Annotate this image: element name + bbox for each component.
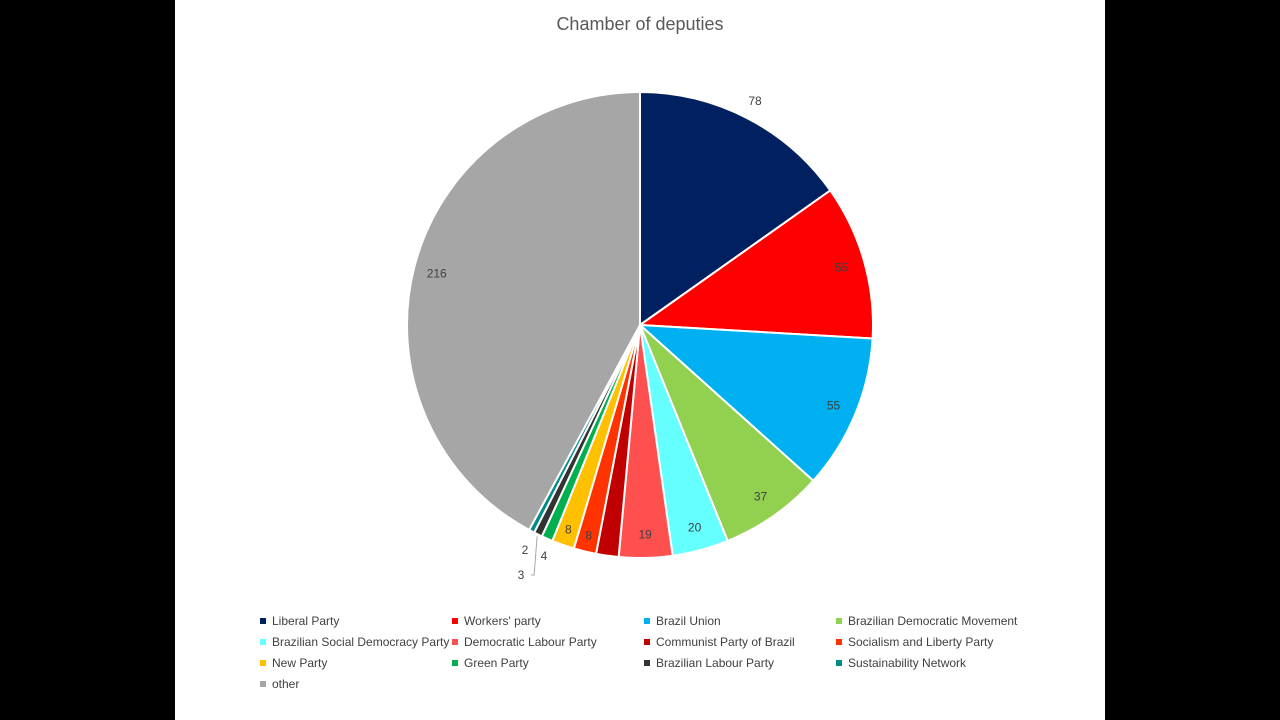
data-label-brazilian-democratic-movement: 37 (754, 490, 768, 504)
data-label-other: 216 (427, 267, 447, 281)
legend-label: Workers' party (464, 614, 541, 628)
legend-label: Socialism and Liberty Party (848, 635, 994, 649)
chart-legend: Liberal Party Workers' party Brazil Union B… (260, 614, 1060, 691)
legend-item-brazilian-labour-party: Brazilian Labour Party (644, 656, 836, 670)
legend-item-workers-party: Workers' party (452, 614, 644, 628)
legend-swatch (260, 681, 266, 687)
legend-label: New Party (272, 656, 328, 670)
data-label-liberal-party: 78 (748, 94, 762, 108)
legend-item-democratic-labour-party: Democratic Labour Party (452, 635, 644, 649)
pie-slice-other (406, 90, 641, 532)
legend-item-sustainability-network: Sustainability Network (836, 656, 1046, 670)
legend-item-new-party: New Party (260, 656, 452, 670)
data-label-democratic-labour-party: 19 (638, 528, 652, 542)
data-label-green-party: 4 (541, 549, 548, 563)
data-label-socialism-and-liberty-party: 8 (585, 529, 592, 543)
pie-slice-brazilian-democratic-movement (639, 324, 815, 543)
data-label-workers-party: 55 (835, 260, 849, 274)
legend-item-green-party: Green Party (452, 656, 644, 670)
legend-label: Liberal Party (272, 614, 340, 628)
leader-line-brazilian-labour-party (531, 536, 538, 576)
slide: Chamber of deputies 78 55 55 37 20 19 8 8 8 4 3 2 21… (175, 0, 1105, 720)
legend-swatch (836, 639, 842, 645)
legend-swatch (260, 618, 266, 624)
legend-label: Brazilian Democratic Movement (848, 614, 1018, 628)
legend-label: Communist Party of Brazil (656, 635, 795, 649)
legend-item-communist-party-of-brazil: Communist Party of Brazil (644, 635, 836, 649)
pie-slice-brazil-union (637, 323, 874, 483)
legend-label: Brazilian Social Democracy Party (272, 635, 450, 649)
data-label-sustainability-network: 2 (522, 543, 529, 557)
legend-swatch (452, 660, 458, 666)
pie-slice-workers-party (637, 189, 874, 340)
legend-swatch (836, 618, 842, 624)
chart-title: Chamber of deputies (556, 14, 724, 34)
legend-swatch (260, 639, 266, 645)
data-label-brazil-union: 55 (827, 399, 841, 413)
legend-item-brazilian-democratic-movement: Brazilian Democratic Movement (836, 614, 1046, 628)
legend-label: Green Party (464, 656, 529, 670)
legend-swatch (452, 618, 458, 624)
legend-label: Brazilian Labour Party (656, 656, 775, 670)
legend-item-liberal-party: Liberal Party (260, 614, 452, 628)
legend-swatch (644, 639, 650, 645)
legend-label: other (272, 677, 300, 691)
pie-slice-liberal-party (639, 90, 832, 327)
legend-item-other: other (260, 677, 452, 691)
legend-swatch (452, 639, 458, 645)
legend-swatch (644, 660, 650, 666)
data-label-brazilian-social-democracy-party: 20 (688, 520, 702, 534)
legend-label: Sustainability Network (848, 656, 967, 670)
legend-item-brazil-union: Brazil Union (644, 614, 836, 628)
legend-label: Brazil Union (656, 614, 721, 628)
legend-swatch (836, 660, 842, 666)
data-label-communist-party-of-brazil: 8 (606, 533, 613, 547)
data-label-new-party: 8 (565, 523, 572, 537)
legend-item-brazilian-social-democracy-party: Brazilian Social Democracy Party (260, 635, 452, 649)
data-label-brazilian-labour-party: 3 (518, 568, 525, 582)
legend-label: Democratic Labour Party (464, 635, 597, 649)
legend-swatch (260, 660, 266, 666)
legend-item-socialism-and-liberty-party: Socialism and Liberty Party (836, 635, 1046, 649)
legend-swatch (644, 618, 650, 624)
